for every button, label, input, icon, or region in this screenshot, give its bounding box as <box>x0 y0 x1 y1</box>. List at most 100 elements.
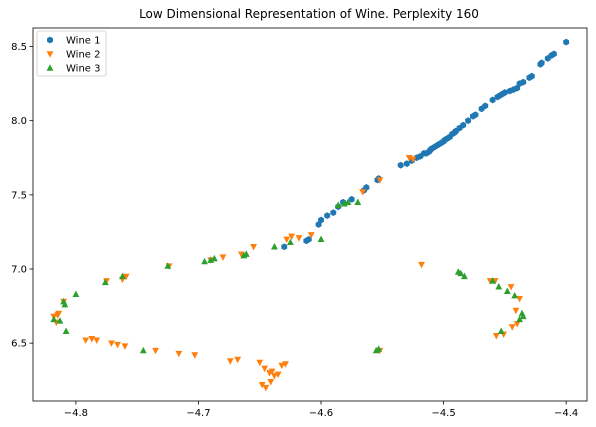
data-point <box>139 346 147 354</box>
data-point <box>226 358 234 365</box>
data-point <box>62 327 70 335</box>
data-point <box>348 195 355 203</box>
data-point <box>461 272 468 280</box>
data-point <box>119 272 126 280</box>
legend-label: Wine 2 <box>66 50 100 61</box>
data-point <box>114 341 121 349</box>
data-point <box>457 269 465 277</box>
data-point <box>207 256 215 263</box>
x-tick-label: −4.6 <box>309 408 333 419</box>
x-tick-label: −4.8 <box>64 408 88 419</box>
data-point <box>82 337 90 344</box>
data-point <box>507 284 515 291</box>
y-axis: 6.5 7.0 7.5 8.0 8.5 <box>11 42 33 350</box>
data-point <box>88 335 96 343</box>
data-point <box>497 327 505 335</box>
data-point <box>237 251 245 258</box>
data-point <box>317 235 325 243</box>
data-point <box>512 307 520 315</box>
legend-item: Wine 3 <box>46 64 100 75</box>
legend-marker <box>46 51 54 58</box>
y-tick-label: 8.5 <box>11 42 27 53</box>
data-point <box>274 371 282 379</box>
data-point <box>175 350 183 358</box>
legend-marker <box>47 36 53 44</box>
legend-item: Wine 1 <box>47 36 100 47</box>
data-point <box>152 347 159 355</box>
data-point <box>354 198 362 205</box>
data-point <box>330 209 337 217</box>
data-point <box>375 345 383 352</box>
data-point <box>288 233 296 241</box>
data-point <box>256 359 264 367</box>
legend-label: Wine 3 <box>66 64 100 75</box>
data-point <box>537 60 544 68</box>
data-point <box>219 254 227 261</box>
data-point <box>278 362 286 370</box>
data-point <box>494 93 501 101</box>
data-point <box>470 112 476 120</box>
data-point <box>271 373 278 380</box>
data-point <box>489 96 496 104</box>
data-point <box>324 212 331 220</box>
data-point <box>503 287 511 294</box>
data-point <box>519 312 527 320</box>
data-point <box>307 232 315 239</box>
data-point <box>526 74 533 82</box>
chart-marks <box>50 38 570 392</box>
data-point <box>508 324 516 331</box>
data-point <box>376 177 384 184</box>
data-point <box>340 200 348 207</box>
data-point <box>234 356 242 364</box>
data-point <box>240 251 248 259</box>
data-point <box>513 321 521 328</box>
x-tick-label: −4.4 <box>554 408 578 419</box>
data-point <box>489 277 497 284</box>
data-point <box>286 238 294 246</box>
data-point <box>492 333 500 340</box>
data-point <box>359 189 367 196</box>
data-point <box>283 236 291 244</box>
data-point <box>544 55 551 62</box>
data-point <box>267 379 275 386</box>
data-point <box>334 201 342 208</box>
data-point <box>315 221 322 228</box>
y-tick-label: 8.0 <box>11 116 27 127</box>
series-1 <box>281 38 570 251</box>
data-point <box>413 154 420 162</box>
legend-marker <box>46 64 54 71</box>
legend: Wine 1 Wine 2 Wine 3 <box>36 30 107 77</box>
data-point <box>495 283 503 290</box>
series-3 <box>50 198 527 354</box>
data-point <box>282 361 289 368</box>
data-point <box>418 261 425 269</box>
y-tick-label: 6.5 <box>11 339 27 350</box>
data-point <box>258 381 266 389</box>
data-point <box>271 243 278 250</box>
data-point <box>93 337 101 344</box>
data-point <box>516 295 523 303</box>
data-point <box>262 384 270 392</box>
data-point <box>201 257 208 265</box>
data-point <box>72 290 80 297</box>
legend-label: Wine 1 <box>66 36 100 47</box>
data-point <box>403 160 410 168</box>
data-point <box>261 365 269 373</box>
data-point <box>250 244 258 251</box>
series-2 <box>50 155 523 392</box>
data-point <box>101 278 109 286</box>
y-tick-label: 7.0 <box>11 265 27 276</box>
data-point <box>295 235 303 242</box>
data-point <box>268 368 276 376</box>
data-point <box>164 262 172 269</box>
x-tick-label: −4.7 <box>186 408 210 419</box>
data-point <box>211 254 218 262</box>
data-point <box>122 273 130 281</box>
data-point <box>397 161 404 169</box>
data-point <box>303 237 310 245</box>
x-axis: −4.8 −4.7 −4.6 −4.5 −4.4 <box>64 401 578 419</box>
data-point <box>516 315 523 323</box>
legend-item: Wine 2 <box>46 50 100 61</box>
chart-title: Low Dimensional Representation of Wine. … <box>139 7 479 21</box>
